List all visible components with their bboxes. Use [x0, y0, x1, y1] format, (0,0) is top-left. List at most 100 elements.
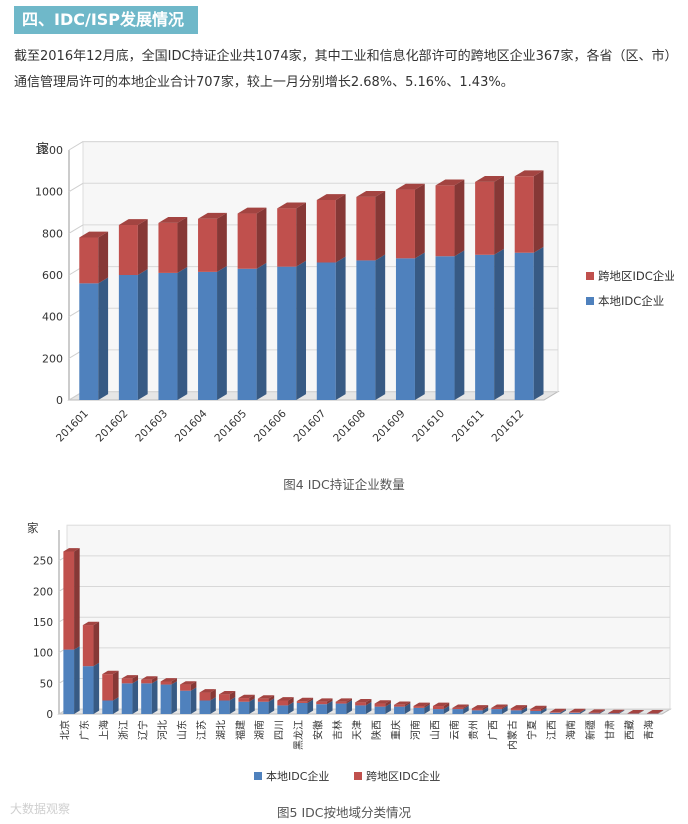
bar-segment — [316, 704, 327, 714]
bar-segment — [435, 256, 455, 400]
bar-segment — [514, 176, 534, 253]
bar-top — [118, 219, 148, 225]
bar-side — [249, 698, 255, 714]
bar-segment — [335, 703, 347, 714]
bar-side — [657, 710, 664, 714]
bar-segment — [510, 710, 522, 714]
bar-side — [540, 705, 547, 711]
x-tick-label: 201605 — [212, 408, 249, 445]
bar-segment — [121, 683, 133, 714]
bar-segment — [569, 712, 580, 713]
bar-top — [199, 689, 216, 693]
bar-top — [435, 179, 465, 186]
bar-side — [385, 703, 391, 714]
bar-top — [452, 704, 469, 708]
bar-segment — [102, 700, 113, 714]
bar-segment — [394, 704, 405, 707]
bar-side — [385, 700, 391, 707]
x-tick-label: 天津 — [352, 720, 364, 740]
bar-segment — [160, 681, 172, 685]
bar-segment — [588, 713, 600, 714]
x-tick-label: 甘肃 — [603, 720, 616, 740]
bar-segment — [180, 690, 191, 714]
bar-segment — [277, 208, 297, 267]
x-tick-label: 201611 — [450, 408, 487, 445]
x-tick-label: 重庆 — [389, 720, 402, 740]
summary-paragraph: 截至2016年12月底，全国IDC持证企业共1074家，其中工业和信息化部许可的… — [14, 49, 678, 90]
bar-segment — [199, 692, 211, 701]
bar-side — [599, 710, 605, 714]
x-tick-label: 安徽 — [312, 720, 325, 740]
legend-swatch — [586, 297, 594, 305]
bar-segment — [316, 262, 336, 400]
y-tick-label: 1200 — [35, 144, 63, 157]
chart-idc-by-region: 0 50 100 150 200 250 家北京 广东 上海 浙江 辽宁 河北 山东 江苏 湖北 福建 湖南 四川… — [27, 521, 672, 783]
x-tick-label: 海南 — [564, 720, 577, 740]
bar-top — [63, 548, 80, 552]
legend-label: 本地IDC企业 — [266, 769, 329, 783]
bar-side — [482, 705, 489, 711]
bar-side — [443, 702, 450, 710]
bar-side — [521, 706, 528, 714]
legend-label: 本地IDC企业 — [598, 294, 664, 308]
bar-side — [112, 697, 119, 714]
bar-side — [365, 698, 372, 706]
bar-segment — [296, 702, 308, 714]
bar-side — [171, 678, 177, 685]
x-tick-label: 北京 — [59, 720, 72, 740]
bar-side — [190, 687, 197, 714]
bar-side — [657, 710, 664, 714]
legend-swatch — [254, 772, 262, 780]
bar-segment — [514, 252, 534, 400]
x-tick-label: 广东 — [78, 720, 91, 740]
bar-top — [141, 676, 158, 680]
bar-segment — [491, 707, 503, 710]
bar-segment — [374, 706, 386, 714]
bar-segment — [356, 196, 376, 261]
x-tick-label: 浙江 — [118, 720, 130, 740]
bar-top — [471, 705, 489, 709]
chart1-caption: 图4 IDC持证企业数量 — [283, 477, 405, 492]
bar-side — [463, 705, 469, 714]
bar-side — [414, 252, 425, 400]
x-tick-label: 201604 — [173, 407, 210, 444]
gridline-side — [68, 182, 84, 193]
bar-side — [463, 704, 469, 710]
bar-top — [102, 670, 119, 675]
bar-segment — [238, 698, 250, 702]
bar-top — [432, 702, 450, 707]
bar-segment — [141, 683, 152, 714]
bar-top — [277, 202, 307, 209]
bar-top — [530, 705, 547, 710]
section-heading: 四、IDC/ISP发展情况 — [14, 6, 198, 34]
bar-side — [249, 694, 255, 702]
bar-segment — [180, 684, 191, 691]
bar-top — [257, 695, 275, 699]
x-tick-label: 湖南 — [253, 720, 266, 740]
bar-side — [74, 646, 80, 714]
bar-segment — [63, 649, 75, 714]
bar-segment — [355, 702, 366, 706]
bar-side — [268, 698, 275, 714]
y-tick-label: 150 — [33, 617, 53, 629]
bar-top — [218, 691, 236, 695]
bar-side — [268, 695, 275, 702]
bar-side — [533, 170, 544, 253]
legend-label: 跨地区IDC企业 — [366, 769, 440, 783]
bar-side — [375, 254, 386, 400]
bar-side — [454, 179, 465, 257]
bar-top — [356, 190, 386, 197]
x-tick-label: 四川 — [275, 720, 286, 740]
bar-side — [560, 709, 566, 714]
bar-segment — [395, 189, 415, 259]
bar-segment — [198, 218, 218, 272]
bar-side — [307, 699, 314, 714]
bar-side — [375, 190, 386, 261]
bar-side — [579, 709, 586, 714]
bar-side — [229, 697, 236, 714]
bar-side — [494, 175, 504, 255]
bar-segment — [475, 181, 495, 255]
legend-swatch — [586, 272, 594, 280]
bar-side — [638, 710, 644, 714]
x-tick-label: 新疆 — [584, 720, 597, 740]
